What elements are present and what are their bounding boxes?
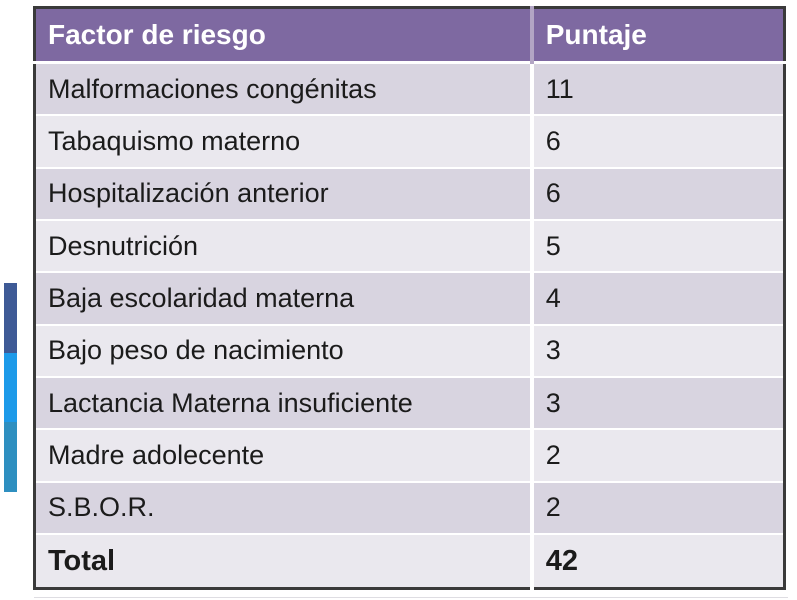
factor-cell: Hospitalización anterior [34, 167, 534, 221]
puntaje-cell: 3 [531, 324, 785, 378]
table-row: Tabaquismo materno 6 [34, 115, 785, 169]
table-row: S.B.O.R. 2 [34, 481, 785, 536]
factor-cell: S.B.O.R. [34, 481, 534, 536]
total-row: Total 42 [34, 534, 785, 589]
factor-cell: Tabaquismo materno [34, 115, 534, 169]
accent-bar-segment-middle [4, 352, 17, 423]
table-row: Madre adolecente 2 [34, 429, 785, 483]
puntaje-cell: 2 [531, 429, 785, 483]
table-row: Baja escolaridad materna 4 [34, 272, 785, 326]
accent-bar-segment-top [4, 283, 17, 353]
puntaje-cell: 6 [531, 167, 785, 221]
header-row: Factor de riesgo Puntaje [34, 7, 785, 64]
puntaje-cell: 4 [531, 272, 785, 326]
table-row: Lactancia Materna insuficiente 3 [34, 376, 785, 431]
factor-cell: Malformaciones congénitas [34, 62, 534, 117]
column-header-puntaje: Puntaje [531, 7, 785, 64]
accent-bar [4, 283, 17, 493]
puntaje-cell: 2 [531, 481, 785, 536]
table-body: Malformaciones congénitas 11 Tabaquismo ma… [34, 62, 785, 536]
table-row: Malformaciones congénitas 11 [34, 62, 785, 117]
table-row: Bajo peso de nacimiento 3 [34, 324, 785, 378]
column-header-factor: Factor de riesgo [34, 7, 534, 64]
puntaje-cell: 11 [531, 62, 785, 117]
table-row: Hospitalización anterior 6 [34, 167, 785, 221]
table-row: Desnutrición 5 [34, 219, 785, 274]
factor-cell: Bajo peso de nacimiento [34, 324, 534, 378]
total-label-cell: Total [34, 534, 534, 589]
puntaje-cell: 3 [531, 376, 785, 431]
factor-cell: Baja escolaridad materna [34, 272, 534, 326]
puntaje-cell: 6 [531, 115, 785, 169]
factor-cell: Madre adolecente [34, 429, 534, 483]
accent-bar-segment-bottom [4, 422, 17, 493]
puntaje-cell: 5 [531, 219, 785, 274]
risk-score-table: Factor de riesgo Puntaje Malformaciones … [33, 6, 786, 590]
slide-edge-hairline [34, 597, 788, 598]
factor-cell: Lactancia Materna insuficiente [34, 376, 534, 431]
factor-cell: Desnutrición [34, 219, 534, 274]
total-value-cell: 42 [531, 534, 785, 589]
